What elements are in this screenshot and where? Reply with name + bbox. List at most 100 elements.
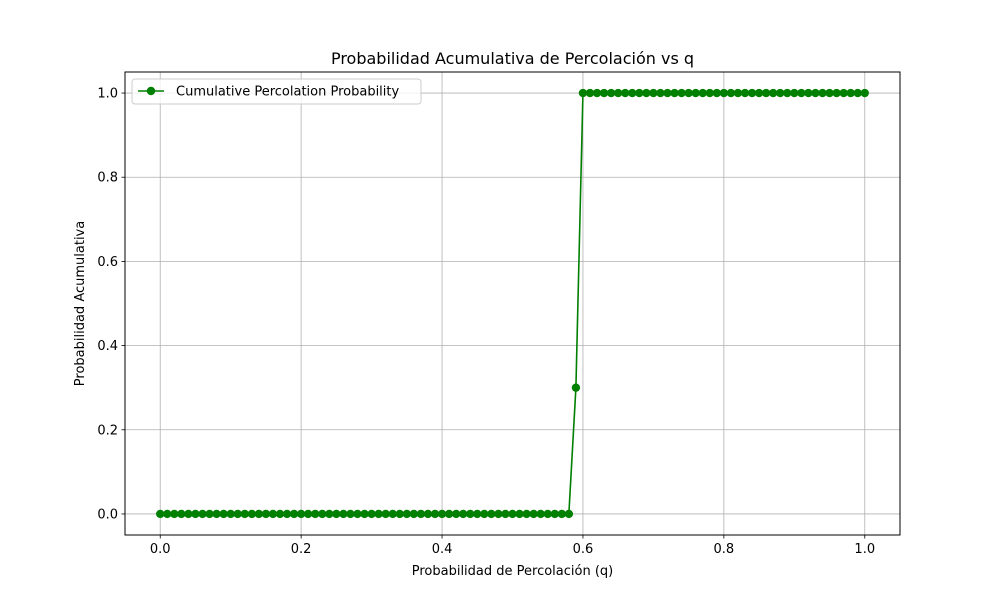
- data-point: [846, 88, 855, 98]
- data-point: [156, 509, 165, 519]
- data-point: [698, 88, 707, 98]
- data-point: [564, 509, 574, 519]
- data-point: [677, 88, 686, 98]
- data-point: [635, 88, 644, 98]
- y-tick-label: 0.8: [97, 171, 118, 186]
- data-point: [621, 88, 630, 98]
- data-point: [184, 509, 193, 519]
- data-point: [818, 88, 827, 98]
- data-point: [501, 509, 510, 519]
- data-point: [543, 509, 552, 519]
- series-layer: [156, 88, 869, 519]
- grid: [125, 72, 900, 535]
- data-point: [515, 509, 524, 519]
- data-point: [360, 509, 369, 519]
- data-point: [268, 509, 278, 519]
- data-point: [374, 509, 383, 519]
- data-point: [613, 88, 623, 98]
- data-point: [170, 509, 179, 519]
- data-point: [325, 509, 334, 519]
- legend-marker-swatch: [146, 86, 156, 96]
- data-point: [402, 509, 412, 519]
- data-point: [811, 88, 820, 98]
- data-point: [628, 88, 637, 98]
- data-point: [451, 509, 461, 519]
- data-point: [473, 509, 482, 519]
- y-tick-label: 0.2: [97, 423, 118, 438]
- data-point: [754, 88, 764, 98]
- data-point: [768, 88, 778, 98]
- data-point: [825, 88, 834, 98]
- legend: Cumulative Percolation Probability: [131, 78, 422, 105]
- data-point: [254, 509, 264, 519]
- data-point: [303, 509, 313, 519]
- data-point: [240, 509, 249, 519]
- data-point: [198, 509, 207, 519]
- y-tick-label: 0.6: [97, 255, 118, 270]
- data-point: [642, 88, 651, 98]
- data-point: [860, 88, 869, 98]
- data-point: [585, 88, 595, 98]
- data-point: [853, 88, 862, 98]
- data-point: [705, 88, 714, 98]
- data-point: [670, 88, 679, 98]
- data-point: [205, 509, 214, 519]
- data-point: [571, 383, 581, 392]
- x-tick-label: 1.0: [854, 542, 875, 557]
- data-point: [480, 509, 489, 519]
- data-point: [163, 509, 172, 519]
- legend-box: [131, 78, 422, 105]
- data-point: [409, 509, 419, 519]
- data-point: [388, 509, 397, 519]
- data-point: [522, 509, 531, 519]
- data-point: [261, 509, 271, 519]
- data-point: [191, 509, 200, 519]
- data-point: [797, 88, 806, 98]
- data-point: [395, 509, 404, 519]
- data-point: [606, 88, 616, 98]
- legend-label: Cumulative Percolation Probability: [176, 85, 400, 100]
- data-point: [684, 88, 693, 98]
- data-point: [487, 509, 496, 519]
- data-point: [430, 509, 440, 519]
- plot-frame: [124, 71, 901, 536]
- data-point: [458, 509, 468, 519]
- data-point: [712, 88, 722, 98]
- data-point: [318, 509, 327, 519]
- data-point: [578, 88, 588, 98]
- data-point: [656, 88, 665, 98]
- x-axis-label: Probabilidad de Percolación (q): [412, 564, 614, 579]
- x-tick-label: 0.8: [714, 542, 735, 557]
- data-point: [740, 88, 750, 98]
- data-point: [761, 88, 771, 98]
- data-point: [289, 509, 299, 519]
- data-point: [599, 88, 609, 98]
- data-point: [733, 88, 743, 98]
- data-point: [247, 509, 257, 519]
- data-point: [444, 509, 454, 519]
- data-point: [275, 509, 285, 519]
- x-tick-label: 0.0: [150, 542, 171, 557]
- data-point: [282, 509, 292, 519]
- data-point: [550, 509, 559, 519]
- data-point: [790, 88, 799, 98]
- data-point: [508, 509, 517, 519]
- data-point: [416, 509, 426, 519]
- data-point: [592, 88, 602, 98]
- data-point: [233, 509, 242, 519]
- data-point: [804, 88, 813, 98]
- data-point: [726, 88, 736, 98]
- data-point: [663, 88, 672, 98]
- data-point: [381, 509, 390, 519]
- data-point: [494, 509, 503, 519]
- y-axis-label: Probabilidad Acumulativa: [73, 221, 88, 386]
- data-point: [776, 88, 785, 98]
- ticks: 0.0 0.2 0.4 0.6 0.8 1.0 0.0 0.2 0.4 0.6 0.8 1.0: [97, 87, 875, 557]
- data-point: [649, 88, 658, 98]
- chart-title: Probabilidad Acumulativa de Percolación …: [331, 49, 694, 68]
- data-point: [839, 88, 848, 98]
- x-tick-label: 0.4: [432, 542, 453, 557]
- data-point: [367, 509, 376, 519]
- data-point: [557, 509, 567, 519]
